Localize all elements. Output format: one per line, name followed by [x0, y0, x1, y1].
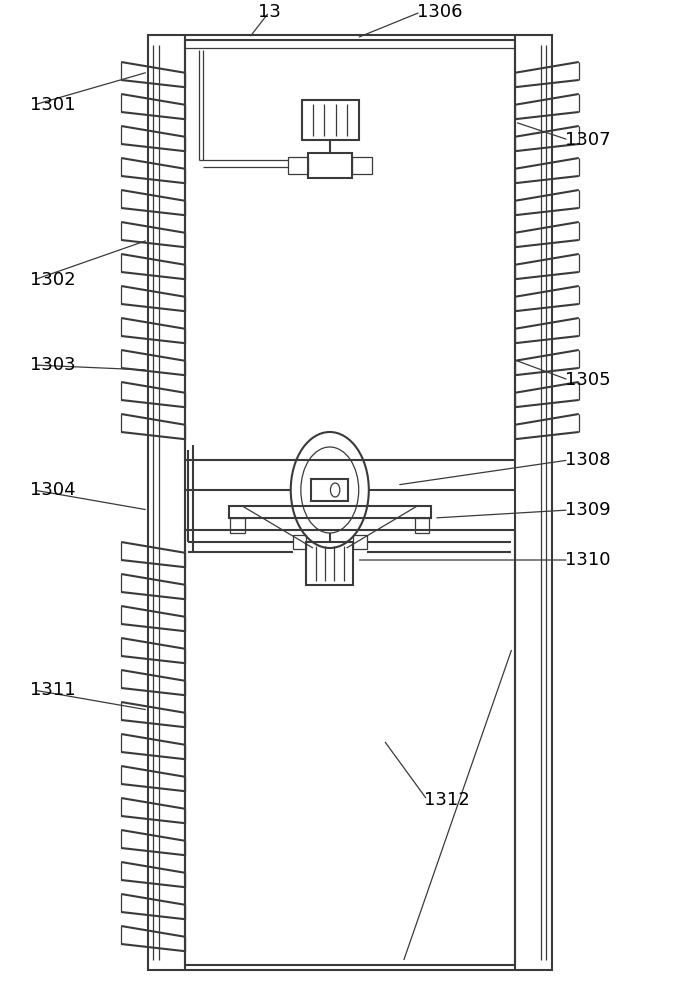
Text: 1308: 1308 — [565, 451, 611, 469]
Bar — [185, 40, 515, 460]
Text: 1312: 1312 — [424, 791, 470, 809]
Bar — [353, 535, 367, 549]
Text: 1303: 1303 — [30, 356, 76, 374]
Text: 1305: 1305 — [565, 371, 611, 389]
Text: 13: 13 — [258, 3, 281, 21]
Bar — [308, 153, 351, 178]
Bar — [148, 35, 552, 970]
Bar — [351, 157, 371, 174]
Text: 1301: 1301 — [30, 96, 76, 114]
Text: 1304: 1304 — [30, 481, 76, 499]
Bar — [185, 530, 515, 965]
Bar — [229, 506, 431, 518]
Text: 1310: 1310 — [565, 551, 611, 569]
Text: 1302: 1302 — [30, 271, 76, 289]
Text: 1306: 1306 — [417, 3, 463, 21]
Bar — [293, 535, 306, 549]
Bar — [230, 518, 245, 533]
Text: 1307: 1307 — [565, 131, 611, 149]
Bar — [415, 518, 429, 533]
Bar — [302, 100, 359, 140]
Text: 1311: 1311 — [30, 681, 76, 699]
Bar — [287, 157, 308, 174]
Bar — [311, 479, 349, 501]
Text: 1309: 1309 — [565, 501, 611, 519]
Bar — [306, 542, 353, 585]
